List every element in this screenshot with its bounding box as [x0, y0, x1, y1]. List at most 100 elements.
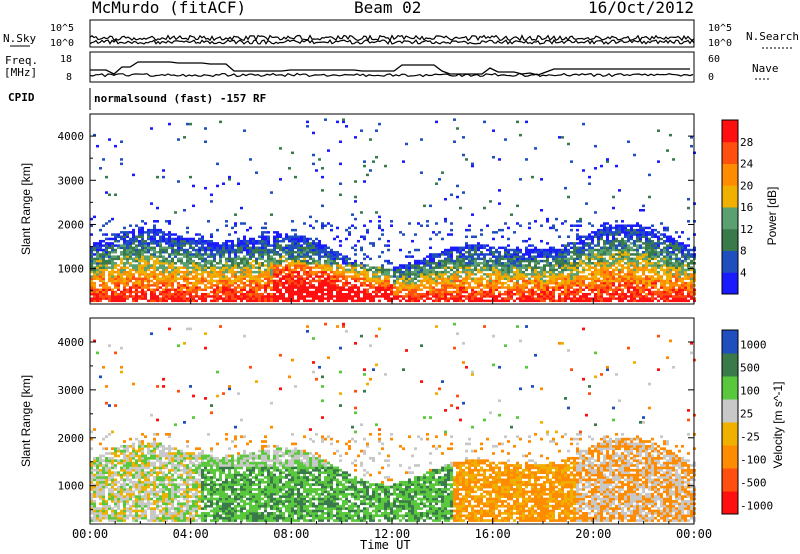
power-cell — [177, 297, 180, 300]
power-cell — [399, 290, 402, 294]
power-cell — [417, 295, 420, 298]
power-cell — [462, 270, 465, 274]
power-cell — [537, 292, 540, 296]
power-cell — [282, 286, 285, 289]
power-cell — [549, 295, 552, 298]
power-cell — [636, 264, 639, 267]
power-cell — [228, 277, 231, 280]
power-cell — [429, 204, 432, 208]
power-cell — [405, 270, 408, 274]
power-cell — [606, 290, 609, 294]
power-cell — [402, 273, 405, 276]
power-cell — [240, 206, 243, 210]
velocity-cell — [93, 478, 96, 482]
power-cell — [216, 246, 219, 250]
power-cell — [636, 235, 639, 239]
power-cell — [507, 266, 510, 269]
power-cell — [570, 290, 573, 294]
power-cell — [474, 248, 477, 252]
power-cell — [447, 262, 450, 265]
power-cell — [363, 266, 366, 269]
power-cell — [324, 259, 327, 263]
power-cell — [186, 250, 189, 254]
power-cell — [591, 281, 594, 285]
power-cell — [243, 295, 246, 298]
power-cell — [591, 237, 594, 241]
power-cell — [399, 264, 402, 267]
power-cell — [240, 246, 243, 250]
power-cell — [408, 288, 411, 292]
power-cell — [588, 264, 591, 267]
power-cell — [141, 248, 144, 252]
power-cell — [330, 275, 333, 278]
power-cell — [186, 268, 189, 272]
power-cell — [189, 292, 192, 296]
power-cell — [162, 248, 165, 252]
power-cell — [594, 279, 597, 283]
power-cell — [546, 270, 549, 274]
power-cell — [480, 292, 483, 296]
power-cell — [639, 235, 642, 239]
power-cell — [660, 281, 663, 285]
power-cell — [270, 259, 273, 263]
power-cell — [285, 244, 288, 247]
power-cell — [588, 297, 591, 300]
power-cell — [663, 257, 666, 261]
power-cell — [603, 297, 606, 300]
power-cell — [165, 259, 168, 263]
power-cell — [591, 242, 594, 245]
power-cell — [333, 262, 336, 265]
power-cell — [135, 266, 138, 269]
power-cell — [468, 250, 471, 254]
power-cell — [474, 286, 477, 289]
power-cell — [111, 262, 114, 265]
power-cell — [138, 239, 141, 243]
power-cell — [237, 239, 240, 243]
power-cell — [96, 268, 99, 272]
power-cell — [108, 288, 111, 292]
power-cell — [669, 264, 672, 267]
power-cell — [600, 262, 603, 265]
power-cell — [132, 295, 135, 298]
power-cell — [414, 270, 417, 274]
power-cell — [534, 297, 537, 300]
power-cell — [498, 255, 501, 258]
power-cell — [243, 255, 246, 258]
power-cell — [174, 297, 177, 300]
power-cell — [102, 233, 105, 236]
power-cell — [549, 248, 552, 252]
power-cell — [306, 290, 309, 294]
power-cell — [237, 244, 240, 247]
power-cell — [471, 162, 474, 166]
power-cell — [201, 239, 204, 243]
power-cell — [399, 270, 402, 274]
power-cell — [687, 295, 690, 298]
power-cell — [543, 253, 546, 256]
power-cell — [507, 286, 510, 289]
power-cell — [273, 242, 276, 245]
power-cell — [156, 175, 159, 179]
power-cell — [231, 226, 234, 230]
power-cell — [636, 259, 639, 263]
power-cell — [579, 237, 582, 241]
power-cell — [477, 279, 480, 283]
power-cell — [624, 250, 627, 254]
power-cell — [354, 180, 357, 183]
power-cell — [552, 286, 555, 289]
power-cell — [345, 264, 348, 267]
power-cell — [648, 173, 651, 177]
power-cell — [306, 262, 309, 265]
power-cell — [381, 292, 384, 296]
power-cell — [132, 268, 135, 272]
power-cell — [258, 275, 261, 278]
power-cell — [492, 246, 495, 250]
power-cell — [363, 180, 366, 183]
power-cell — [435, 275, 438, 278]
power-cell — [162, 175, 165, 179]
power-cell — [663, 290, 666, 294]
power-cell — [234, 288, 237, 292]
power-cell — [246, 244, 249, 247]
power-cell — [255, 275, 258, 278]
power-cell — [231, 299, 234, 303]
power-cell — [348, 231, 351, 234]
